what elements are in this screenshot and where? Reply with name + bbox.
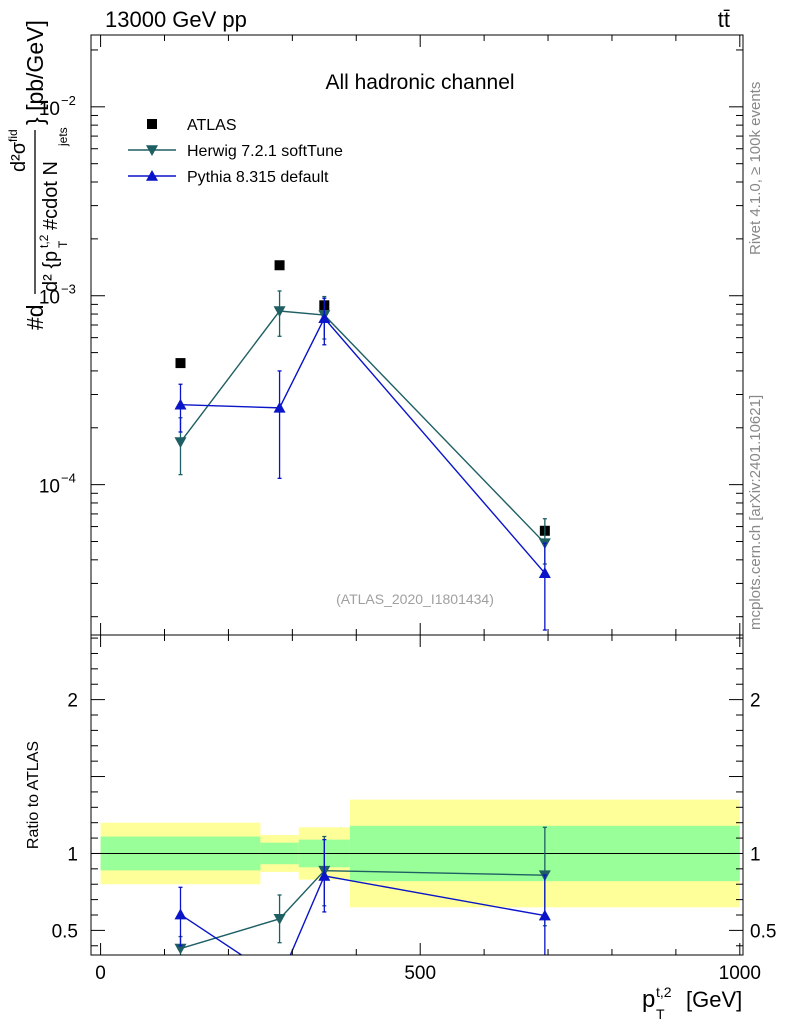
y-axis-numerator-sup: fid [6, 129, 20, 142]
y-axis-denominator-mid: #cdot N [40, 161, 62, 230]
ratio-series-group [174, 826, 551, 985]
rivet-version-label: Rivet 4.1.0, ≥ 100k events [747, 82, 764, 255]
legend-marker-1 [146, 145, 158, 156]
x-axis-title-sup: t,2 [656, 984, 672, 1000]
y-axis-denominator: d² {p [40, 251, 62, 292]
main-panel [174, 260, 551, 631]
analysis-watermark: (ATLAS_2020_I1801434) [336, 591, 494, 607]
ratio-point-1-0 [174, 908, 187, 920]
legend-entry-0: ATLAS [147, 117, 237, 134]
data-point-2-1 [273, 401, 286, 413]
process-label: tt̄ [718, 7, 730, 32]
x-tick-label-0: 0 [95, 963, 106, 984]
ratio-axis-title: Ratio to ATLAS [25, 741, 42, 849]
series-1 [174, 290, 551, 565]
ratio-point-1-3 [538, 909, 551, 921]
legend-marker-2 [146, 170, 158, 181]
series-2 [174, 297, 551, 631]
data-point-2-0 [174, 398, 187, 410]
data-point-0-1 [274, 260, 285, 271]
ratio-tick-label-left-2: 0.5 [52, 921, 78, 942]
y-axis-denominator-sup: t,2 [37, 234, 51, 248]
ratio-tick-label-right-2: 0.5 [750, 921, 776, 942]
y-axis-denominator-sub2: jets [56, 127, 70, 147]
y-tick-exponent-1: −3 [61, 282, 76, 297]
x-axis-title-unit: [GeV] [686, 987, 742, 1012]
y-tick-label-1: 10 [39, 288, 60, 309]
ratio-uncertainty-bands [91, 799, 743, 908]
x-axis-title-sub: T [656, 1006, 665, 1022]
data-point-1-0 [174, 437, 187, 449]
series-line-2 [180, 317, 546, 574]
legend-entry-2: Pythia 8.315 default [128, 169, 329, 186]
ratio-line-0 [180, 869, 545, 950]
y-tick-label-0: 10 [39, 99, 60, 120]
y-tick-label-2: 10 [39, 477, 60, 498]
x-tick-label-2: 1000 [719, 963, 761, 984]
y-tick-exponent-0: −2 [61, 93, 76, 108]
ratio-panel [174, 826, 551, 985]
y-axis-title: #d d²σ fid d² {p T t,2 #cdot N jets } [p… [6, 20, 70, 330]
data-point-2-3 [538, 567, 551, 578]
ratio-point-0-1 [273, 914, 286, 925]
ratio-point-1-1 [274, 974, 286, 985]
y-tick-exponent-2: −4 [61, 471, 76, 486]
legend-marker-0 [147, 119, 157, 129]
y-axis-suffix: } [pb/GeV] [22, 20, 48, 125]
chart-title: All hadronic channel [325, 71, 514, 94]
ratio-tick-label-right-1: 1 [750, 844, 761, 865]
ratio-point-1-2 [318, 869, 331, 881]
ratio-point-0-0 [174, 943, 187, 955]
energy-label: 13000 GeV pp [105, 7, 247, 32]
data-point-0-0 [175, 358, 186, 369]
series-line-1 [179, 310, 546, 544]
x-axis-title: p T t,2 [GeV] [642, 984, 742, 1022]
data-point-2-2 [318, 312, 331, 324]
ratio-tick-label-right-0: 2 [750, 691, 761, 712]
ratio-series-1 [174, 838, 551, 985]
legend-label-0: ATLAS [187, 117, 237, 134]
legend: ATLAS Herwig 7.2.1 softTune Pythia 8.315 d… [128, 117, 343, 186]
legend-label-2: Pythia 8.315 default [187, 169, 329, 186]
ratio-tick-label-left-0: 2 [67, 691, 78, 712]
series-0 [175, 260, 550, 536]
ratio-tick-label-left-1: 1 [67, 844, 78, 865]
x-tick-label-1: 500 [404, 963, 436, 984]
data-point-1-1 [273, 306, 286, 318]
y-axis-prefix: #d [22, 304, 48, 330]
y-axis-numerator: d²σ [8, 141, 30, 172]
legend-label-1: Herwig 7.2.1 softTune [187, 143, 343, 160]
ratio-line-1 [180, 875, 545, 955]
legend-entry-1: Herwig 7.2.1 softTune [128, 143, 343, 160]
x-axis-title-main: p [642, 986, 655, 1013]
mcplots-label: mcplots.cern.ch [arXiv:2401.10621] [747, 395, 764, 630]
ratio-frame [90, 634, 744, 956]
y-axis-denominator-sub: T [56, 240, 70, 248]
